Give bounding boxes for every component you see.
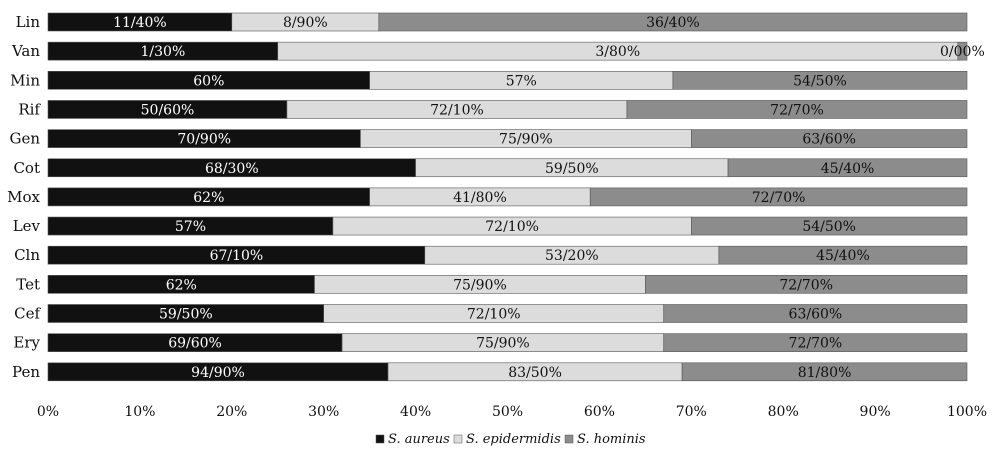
data-label: 75/90%	[476, 336, 530, 352]
legend-label: S. epidermidis	[466, 432, 561, 447]
x-tick-label: 80%	[768, 404, 799, 420]
data-label: 57%	[506, 73, 537, 89]
bar-segment	[690, 129, 968, 148]
data-label: 36/40%	[646, 15, 700, 31]
category-label: Min	[10, 71, 40, 89]
data-label: 59/50%	[159, 307, 213, 323]
data-label: 72/70%	[752, 190, 806, 206]
bar-segment	[663, 333, 968, 352]
bar-segment	[690, 216, 968, 236]
category-label: Pen	[12, 363, 40, 381]
bar-segment	[681, 362, 968, 382]
bar-segment	[727, 158, 968, 178]
bar-segment	[645, 275, 968, 294]
x-tick-label: 50%	[492, 404, 523, 420]
data-label: 69/60%	[168, 336, 222, 352]
bar-segment	[957, 41, 968, 61]
data-label: 8/90%	[283, 15, 328, 31]
data-label: 59/50%	[545, 161, 599, 177]
data-label: 81/80%	[798, 365, 852, 381]
bar-segment	[626, 100, 968, 119]
data-label: 0/00%	[940, 44, 985, 60]
data-label: 11/40%	[113, 15, 167, 31]
data-label: 70/90%	[177, 132, 231, 148]
category-label: Ery	[13, 334, 40, 352]
x-tick-label: 40%	[400, 404, 431, 420]
data-label: 72/10%	[467, 307, 521, 323]
data-label: 54/50%	[793, 73, 847, 89]
category-label: Cot	[13, 159, 40, 177]
x-tick-label: 10%	[124, 404, 155, 420]
category-label: Lev	[13, 217, 41, 235]
bar-segment	[378, 12, 968, 32]
data-label: 75/90%	[453, 277, 507, 293]
bar-segment	[663, 304, 968, 323]
category-label: Van	[11, 42, 40, 60]
category-label: Rif	[18, 100, 41, 118]
data-label: 94/90%	[191, 365, 245, 381]
x-tick-label: 70%	[676, 404, 707, 420]
x-axis-ticks: 0% 10% 20% 30% 40% 50% 60% 70% 80% 90% 100%	[37, 404, 987, 420]
category-label: Cln	[14, 246, 40, 264]
bar-segment	[672, 71, 968, 90]
x-tick-label: 90%	[860, 404, 891, 420]
data-label: 57%	[175, 219, 206, 235]
legend-label: S. hominis	[577, 432, 646, 447]
data-label: 62%	[193, 190, 224, 206]
data-label: 63/60%	[789, 307, 843, 323]
data-label: 54/50%	[802, 219, 856, 235]
data-label: 68/30%	[205, 161, 259, 177]
category-label: Gen	[9, 130, 40, 148]
legend-swatch	[453, 434, 463, 444]
data-label: 53/20%	[545, 248, 599, 264]
category-label: Cef	[14, 305, 41, 323]
legend-swatch	[375, 434, 385, 444]
bars-group: 11/40% 8/90% 36/40% 1/30% 3/80% 0/00% 60% 57% 54…	[47, 12, 985, 382]
data-label: 72/70%	[770, 102, 824, 118]
category-label: Tet	[16, 275, 40, 293]
data-label: 62%	[166, 277, 197, 293]
x-tick-label: 100%	[947, 404, 987, 420]
legend-label: S. aureus	[388, 432, 450, 447]
category-label: Mox	[7, 188, 40, 206]
data-label: 3/80%	[595, 44, 640, 60]
data-label: 67/10%	[210, 248, 264, 264]
legend: S. aureus S. epidermidis S. hominis	[375, 432, 646, 447]
x-tick-label: 30%	[308, 404, 339, 420]
data-label: 75/90%	[499, 132, 553, 148]
bar-segment	[718, 245, 968, 265]
data-label: 72/10%	[430, 102, 484, 118]
data-label: 83/50%	[508, 365, 562, 381]
data-label: 45/40%	[821, 161, 875, 177]
data-label: 50/60%	[141, 102, 195, 118]
category-label: Lin	[16, 13, 41, 31]
data-label: 72/70%	[789, 336, 843, 352]
category-labels: Lin Van Min Rif Gen Cot Mox Lev Cln Tet Cef Ery Pen	[7, 13, 41, 381]
x-tick-label: 0%	[37, 404, 59, 420]
data-label: 1/30%	[141, 44, 186, 60]
data-label: 45/40%	[816, 248, 870, 264]
data-label: 60%	[193, 73, 224, 89]
x-tick-label: 60%	[584, 404, 615, 420]
data-label: 72/70%	[779, 277, 833, 293]
data-label: 72/10%	[485, 219, 539, 235]
data-label: 63/60%	[802, 132, 856, 148]
bar-segment	[589, 187, 968, 207]
x-tick-label: 20%	[216, 404, 247, 420]
data-label: 41/80%	[453, 190, 507, 206]
legend-swatch	[564, 434, 574, 444]
